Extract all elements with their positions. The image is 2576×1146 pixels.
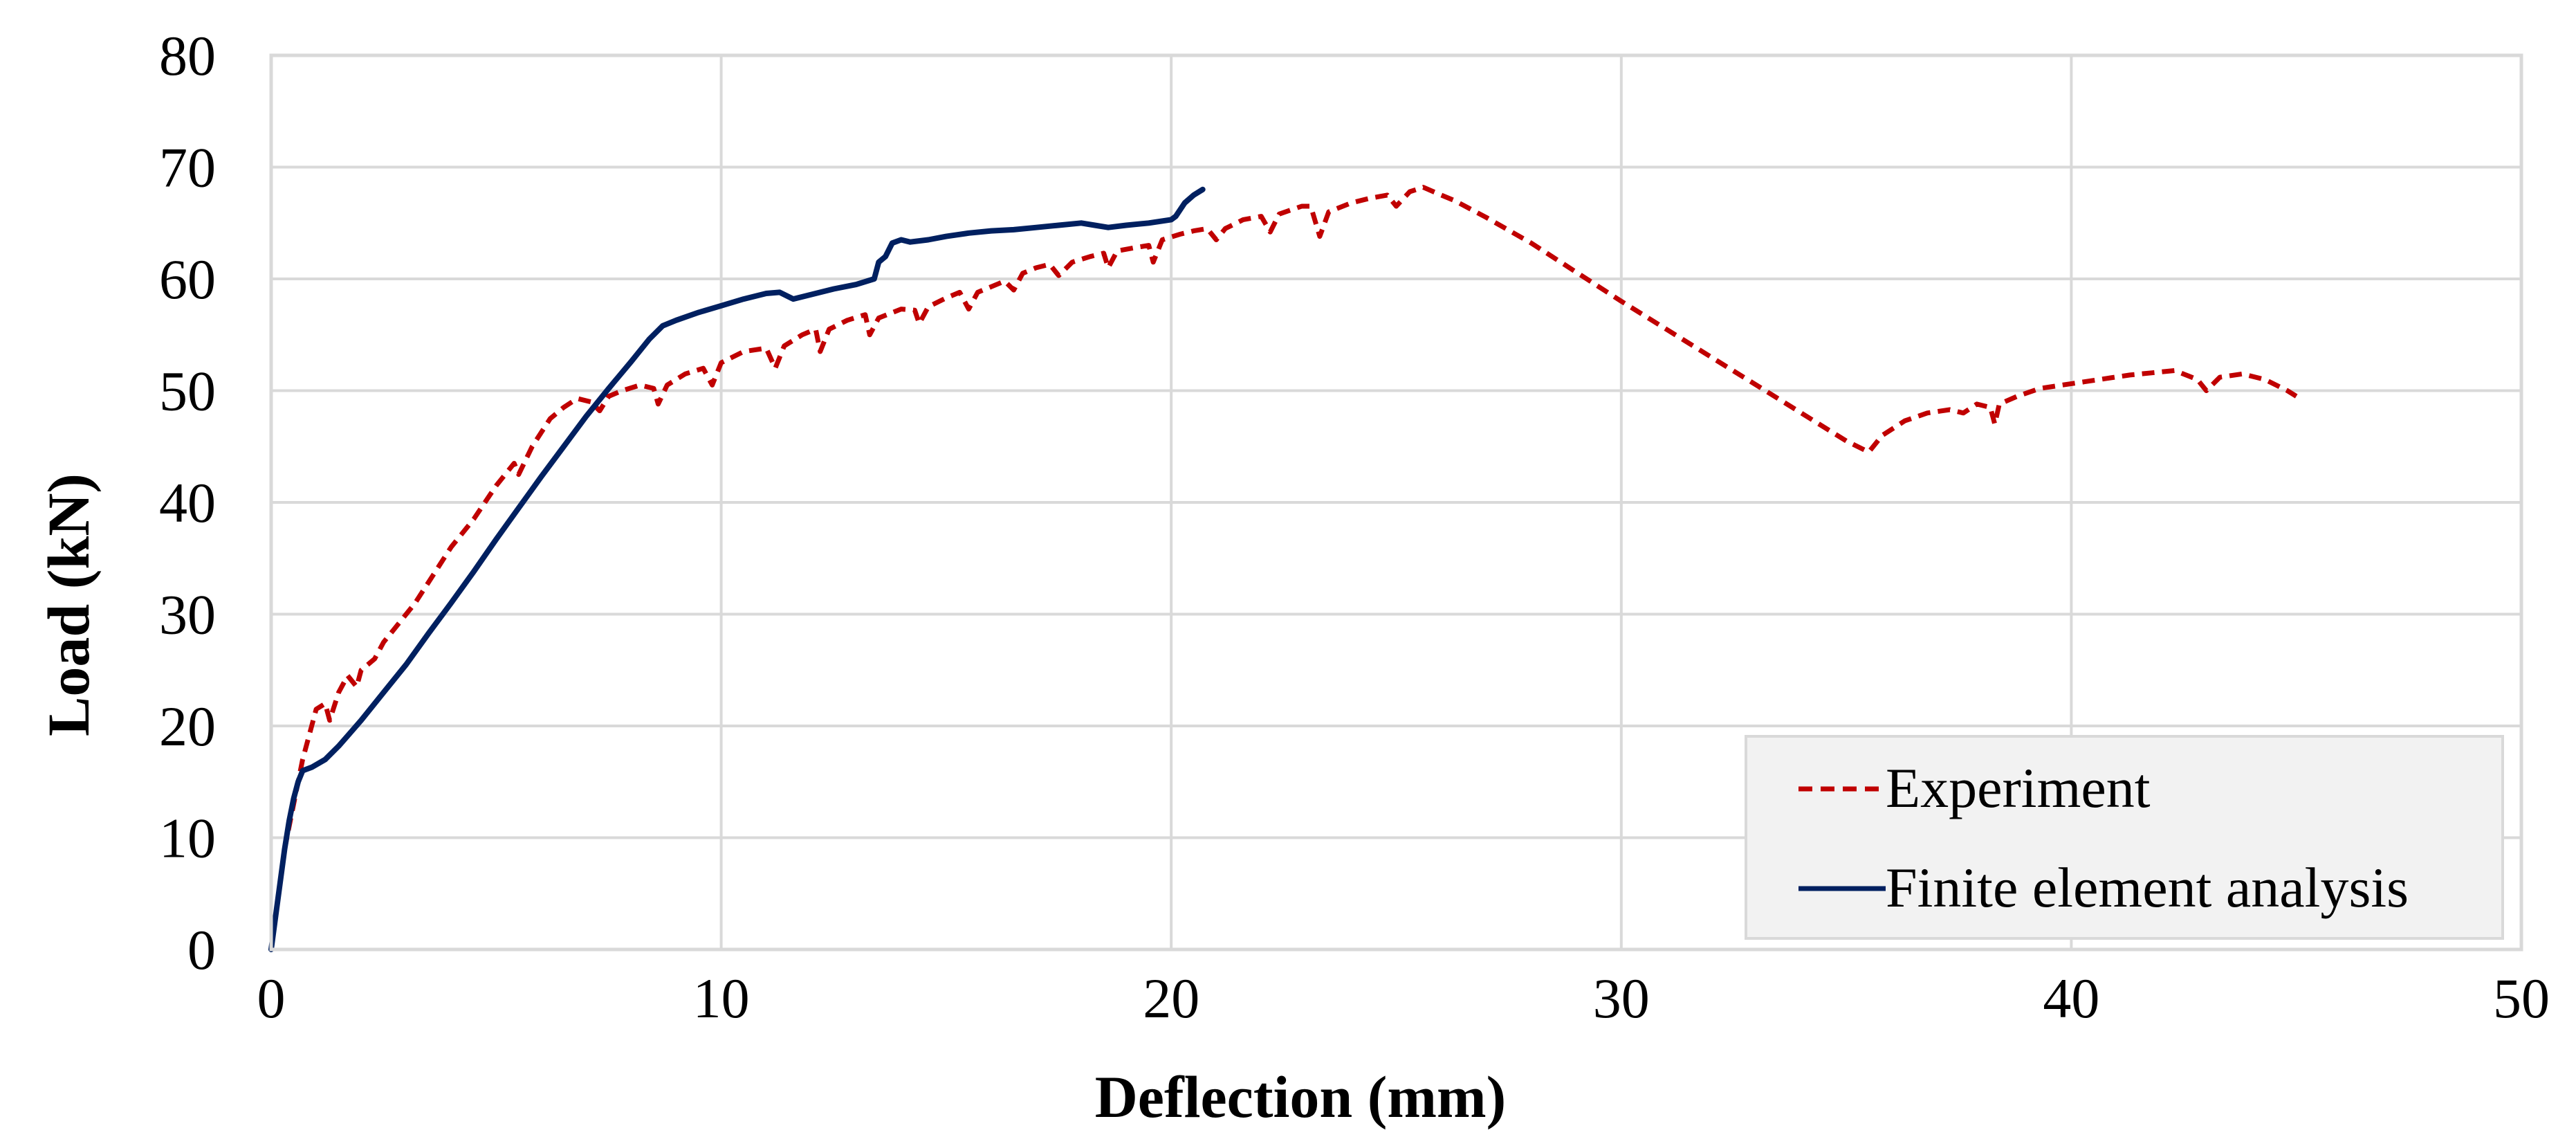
x-tick-label: 10 xyxy=(693,967,750,1030)
y-tick-label: 50 xyxy=(159,360,216,423)
y-tick-label: 70 xyxy=(159,136,216,199)
y-tick-label: 20 xyxy=(159,695,216,758)
y-tick-label: 80 xyxy=(159,24,216,87)
x-tick-label: 30 xyxy=(1593,967,1650,1030)
y-tick-label: 60 xyxy=(159,248,216,311)
legend: Experiment Finite element analysis xyxy=(1745,735,2504,940)
series-lines xyxy=(268,185,2298,952)
x-tick-label: 20 xyxy=(1143,967,1199,1030)
legend-label-experiment: Experiment xyxy=(1886,756,2151,819)
x-tick-label: 50 xyxy=(2493,967,2550,1030)
x-tick-label: 40 xyxy=(2043,967,2099,1030)
legend-label-finite-element-analysis: Finite element analysis xyxy=(1886,856,2409,919)
plot-area-border xyxy=(269,53,2523,952)
y-tick-label: 0 xyxy=(187,918,216,981)
y-tick-label: 10 xyxy=(159,807,216,870)
legend-box xyxy=(1745,735,2504,940)
y-tick-label: 40 xyxy=(159,471,216,534)
x-tick-label: 0 xyxy=(257,967,286,1030)
tick-labels: 0 10 20 30 40 50 60 70 80 0 10 20 30 40 50 xyxy=(159,24,2550,1030)
y-tick-label: 30 xyxy=(159,583,216,646)
x-axis-title: Deflection (mm) xyxy=(1095,1064,1507,1130)
series-line-finite-element-analysis xyxy=(268,186,1206,952)
y-axis-title: Load (kN) xyxy=(35,473,102,736)
